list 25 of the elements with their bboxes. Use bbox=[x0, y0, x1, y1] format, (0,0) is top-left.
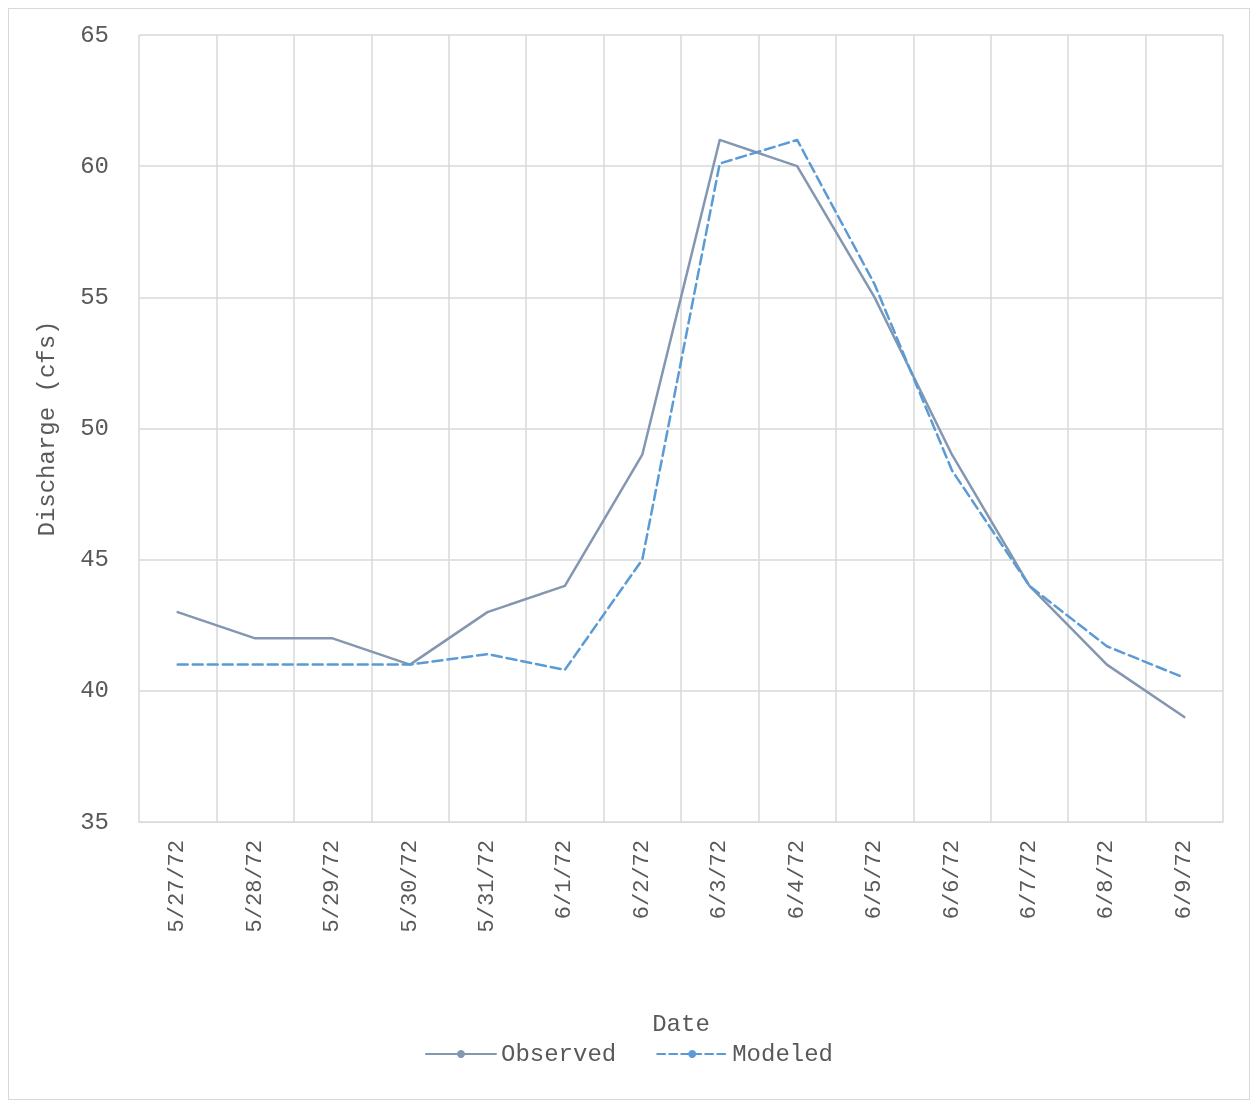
x-tick-label: 5/29/72 bbox=[320, 840, 346, 933]
x-axis-title: Date bbox=[652, 1010, 710, 1038]
x-tick-label: 5/30/72 bbox=[397, 840, 423, 933]
x-tick-label: 6/7/72 bbox=[1016, 840, 1042, 920]
y-tick-label: 60 bbox=[80, 152, 109, 180]
x-tick-label: 5/27/72 bbox=[165, 840, 191, 933]
x-tick-label: 6/2/72 bbox=[629, 840, 655, 920]
x-tick-label: 6/9/72 bbox=[1171, 840, 1197, 920]
y-tick-label: 65 bbox=[80, 21, 109, 49]
x-tick-label: 6/1/72 bbox=[552, 840, 578, 920]
x-tick-label: 6/6/72 bbox=[939, 840, 965, 920]
x-tick-label: 5/31/72 bbox=[474, 840, 500, 933]
x-tick-label: 6/5/72 bbox=[862, 840, 888, 920]
legend-label: Observed bbox=[500, 1040, 617, 1068]
y-tick-label: 45 bbox=[80, 546, 109, 574]
y-tick-label: 50 bbox=[80, 415, 109, 442]
y-tick-label: 40 bbox=[80, 677, 109, 705]
y-axis-title: Discharge (cfs) bbox=[33, 320, 61, 537]
x-tick-label: 6/3/72 bbox=[707, 840, 733, 920]
y-tick-label: 35 bbox=[80, 808, 109, 836]
x-tick-label: 6/8/72 bbox=[1094, 840, 1120, 920]
legend-label: Modeled bbox=[732, 1040, 834, 1068]
x-tick-label: 6/4/72 bbox=[784, 840, 810, 920]
x-tick-label: 5/28/72 bbox=[242, 840, 268, 933]
y-tick-label: 55 bbox=[80, 283, 109, 311]
